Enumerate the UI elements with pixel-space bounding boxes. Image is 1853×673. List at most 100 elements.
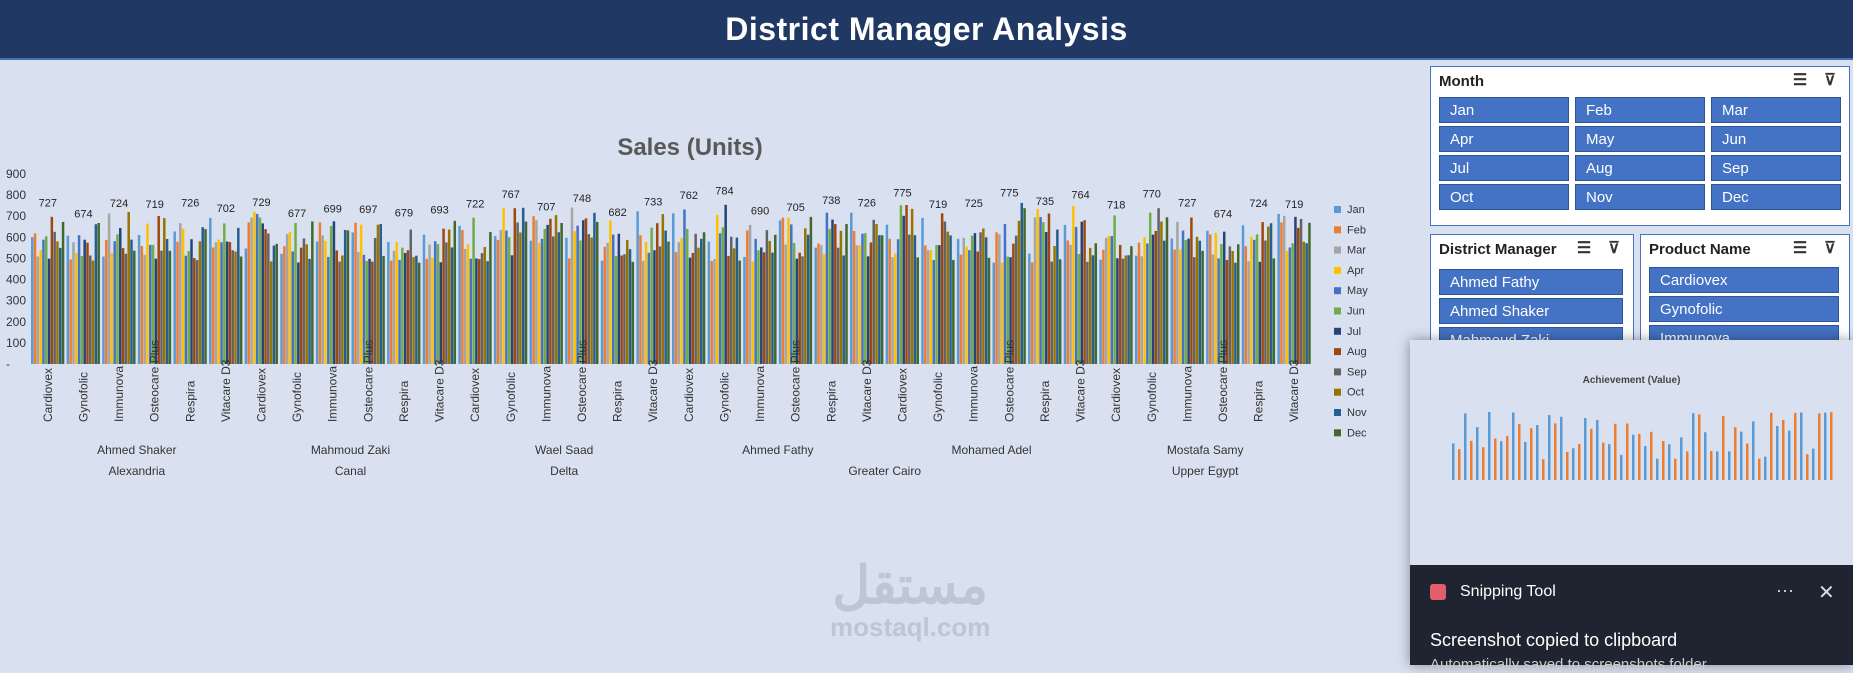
bar [593, 212, 596, 364]
bar [579, 240, 582, 364]
slicer-item-aug[interactable]: Aug [1575, 155, 1705, 181]
slicer-item-ahmed-shaker[interactable]: Ahmed Shaker [1439, 298, 1623, 324]
thumbnail-bar [1590, 428, 1593, 480]
bar [809, 216, 813, 364]
bar [1190, 217, 1193, 364]
bar [285, 234, 289, 364]
clear-filter-icon[interactable]: ⊽ [1824, 72, 1836, 89]
slicer-item-apr[interactable]: Apr [1439, 126, 1569, 152]
bar [72, 242, 75, 364]
legend-swatch [1334, 206, 1341, 213]
data-label: 770 [1143, 188, 1161, 200]
bar [946, 231, 949, 364]
x-tick-label: Cardiovex [468, 368, 482, 422]
bar [546, 224, 549, 364]
bar [382, 255, 385, 364]
slicer-item-ahmed-fathy[interactable]: Ahmed Fathy [1439, 269, 1623, 295]
slicer-item-feb[interactable]: Feb [1575, 97, 1705, 123]
bar [513, 208, 517, 364]
bar [133, 250, 136, 364]
thumbnail-bar [1812, 448, 1815, 480]
bar [280, 253, 283, 364]
multi-select-icon[interactable]: ☰ [1576, 240, 1592, 257]
slicer-item-may[interactable]: May [1575, 126, 1705, 152]
manager-axis-label: Wael Saad [535, 443, 593, 457]
bar [792, 243, 796, 364]
multi-select-icon[interactable]: ☰ [1792, 72, 1808, 89]
legend-label: May [1347, 285, 1368, 297]
clear-filter-icon[interactable]: ⊽ [1608, 240, 1620, 257]
bar [168, 250, 172, 364]
x-tick-label: Immunova [753, 366, 767, 422]
bar [680, 237, 683, 364]
bar [697, 247, 700, 364]
legend-label: Jun [1347, 306, 1365, 318]
x-tick-label: Gynofolic [290, 372, 304, 422]
slicer-item-gynofolic[interactable]: Gynofolic [1649, 296, 1839, 322]
screenshot-thumbnail[interactable]: Achievement (Value) [1410, 340, 1853, 565]
bar [119, 228, 122, 364]
slicer-item-jul[interactable]: Jul [1439, 155, 1569, 181]
bar [1039, 217, 1042, 364]
close-icon[interactable]: ✕ [1818, 582, 1835, 604]
thumbnail-bar [1530, 428, 1533, 480]
multi-select-icon[interactable]: ☰ [1792, 240, 1808, 257]
bar [875, 224, 878, 364]
bar [395, 242, 399, 364]
slicer-item-dec[interactable]: Dec [1711, 184, 1841, 210]
bar [505, 230, 508, 364]
legend-swatch [1334, 307, 1341, 315]
slicer-item-oct[interactable]: Oct [1439, 184, 1569, 210]
thumbnail-bar [1626, 423, 1629, 480]
thumbnail-bar [1494, 438, 1497, 480]
bar [623, 254, 626, 364]
bar [628, 249, 632, 364]
bar [198, 241, 202, 364]
bar [463, 248, 467, 364]
slicer-item-mar[interactable]: Mar [1711, 97, 1841, 123]
thumbnail-bar [1710, 450, 1713, 480]
thumbnail-bar [1770, 412, 1773, 480]
bar [858, 245, 861, 364]
slicer-item-jun[interactable]: Jun [1711, 126, 1841, 152]
product-slicer-title: Product Name [1649, 240, 1751, 258]
snipping-tool-notification[interactable]: Achievement (Value) Snipping Tool ··· ✕ … [1410, 340, 1853, 673]
slicer-item-cardiovex[interactable]: Cardiovex [1649, 267, 1839, 293]
y-tick-label: 600 [6, 230, 26, 244]
bar [595, 221, 599, 364]
bar [1006, 256, 1010, 364]
bar [1072, 205, 1075, 364]
bar [1266, 226, 1270, 364]
slicer-item-jan[interactable]: Jan [1439, 97, 1569, 123]
thumbnail-bar [1746, 443, 1749, 480]
thumbnail-bar [1728, 451, 1731, 480]
bar [489, 232, 492, 364]
bar [250, 217, 253, 364]
thumbnail-bar [1680, 437, 1683, 480]
more-options-icon[interactable]: ··· [1776, 580, 1794, 600]
data-label: 699 [324, 203, 342, 215]
bar [694, 233, 697, 364]
bar [376, 224, 380, 364]
slicer-item-sep[interactable]: Sep [1711, 155, 1841, 181]
thumbnail-chart [1452, 411, 1833, 480]
bar [130, 239, 133, 364]
slicer-item-nov[interactable]: Nov [1575, 184, 1705, 210]
bar [214, 242, 218, 364]
bar [710, 260, 713, 364]
bar [1099, 259, 1102, 364]
bar [916, 257, 919, 364]
clear-filter-icon[interactable]: ⊽ [1824, 240, 1836, 257]
bar [321, 235, 324, 364]
bar [499, 229, 503, 364]
sales-chart-svg: 900 800 700 600 500 400 300 200 100 - Cardiovex 727… [6, 167, 1368, 478]
bar [891, 257, 894, 364]
bar [1012, 243, 1015, 364]
dashboard-title: District Manager Analysis [725, 10, 1128, 47]
bar [852, 231, 856, 364]
bar [193, 258, 196, 364]
manager-axis-label: Ahmed Fathy [742, 443, 813, 457]
bar [940, 213, 944, 364]
bar [66, 235, 70, 364]
bar [244, 248, 248, 364]
